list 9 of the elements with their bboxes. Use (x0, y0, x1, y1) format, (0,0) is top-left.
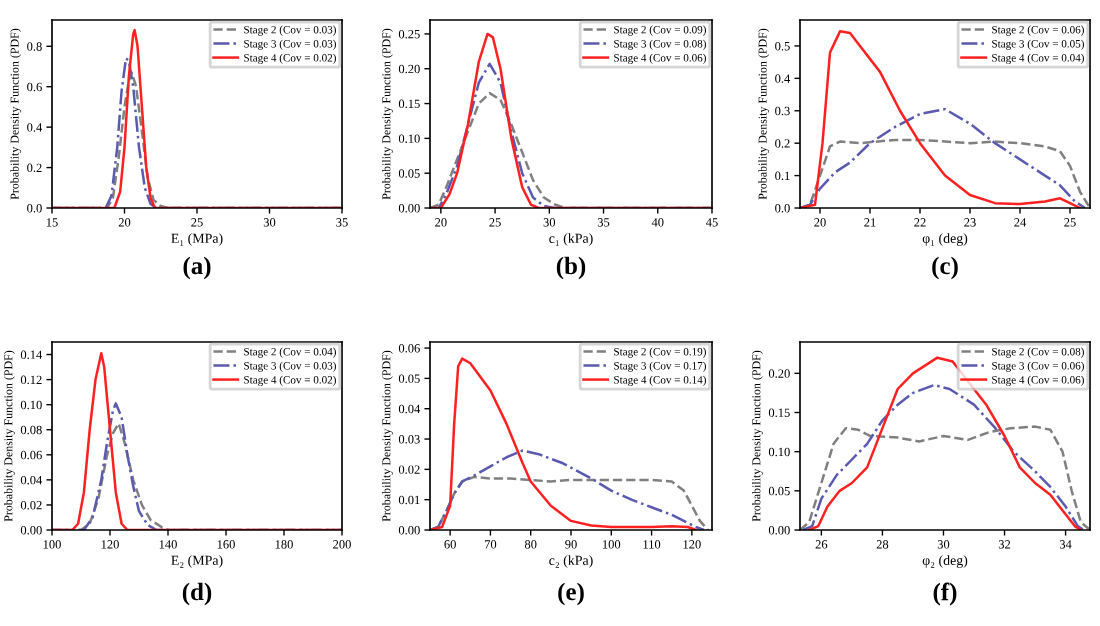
text: (c) (932, 256, 958, 280)
text: (a) (183, 256, 211, 280)
text: (f) (933, 582, 957, 606)
line-series (807, 356, 1083, 530)
line-series (430, 449, 706, 530)
text: (d) (182, 582, 212, 606)
text: (e) (558, 582, 584, 606)
line-series (801, 383, 1086, 530)
text: (b) (556, 256, 586, 280)
